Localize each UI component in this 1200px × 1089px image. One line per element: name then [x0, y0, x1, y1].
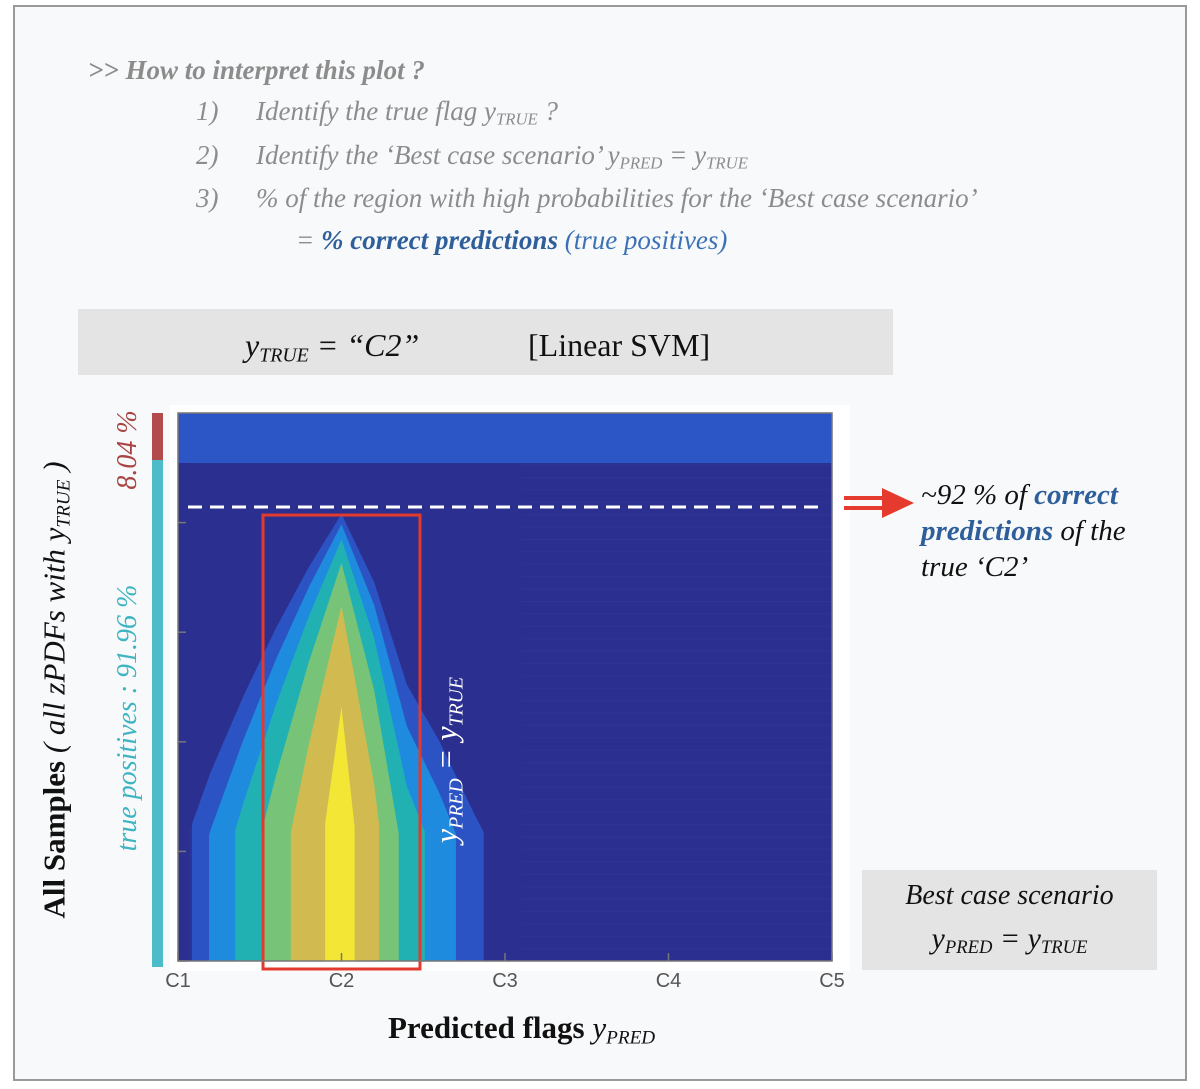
annotation-line1-b: correct	[1034, 479, 1118, 511]
y-axis-label-main: All Samples	[36, 760, 72, 919]
arrow-icon	[844, 488, 914, 518]
legend-var-b: y	[1027, 922, 1041, 955]
step-2-var-b: y	[694, 140, 707, 170]
x-tick-label-c4: C4	[655, 970, 682, 992]
chart-title-model: [Linear SVM]	[528, 327, 711, 363]
step-2: 2) Identify the ‘Best case scenario’ yPRE…	[196, 140, 748, 174]
step-1-text: Identify the true flag	[256, 96, 484, 126]
heatmap-c1-strip	[178, 463, 192, 961]
step-2-eq: =	[662, 140, 695, 170]
x-axis-label-var: y	[592, 1010, 607, 1045]
step-3-result: = % correct predictions (true positives)	[296, 225, 727, 256]
chart-title-box	[78, 309, 893, 375]
annotation-line2-a: predictions	[921, 515, 1054, 547]
heatmap-contour-level-6	[325, 706, 355, 961]
title-eq: = “C2”	[308, 327, 420, 363]
annotation: ~92 % of correct predictions of the true…	[921, 477, 1126, 585]
interpretation-heading: >> How to interpret this plot ?	[88, 55, 425, 85]
misclassified-percent: 8.04 %	[112, 410, 143, 490]
y-axis-label-var: y	[36, 527, 72, 542]
step-3: 3) % of the region with high probabilitie…	[196, 183, 978, 214]
chart-title-formula: yTRUE = “C2”	[245, 327, 419, 368]
legend-title: Best case scenario	[905, 880, 1114, 911]
legend-eq: =	[992, 922, 1028, 955]
annotation-line1-a: ~92 % of	[921, 479, 1035, 511]
x-tick-label-c2: C2	[328, 970, 355, 992]
heatmap-top-band	[178, 413, 832, 464]
diag-sub-b: TRUE	[445, 676, 468, 727]
x-tick-label-c3: C3	[492, 970, 518, 992]
y-axis-label-sub: TRUE	[53, 479, 75, 528]
annotation-line2-b: of the	[1053, 515, 1126, 547]
title-sub: TRUE	[259, 344, 309, 367]
step-2-sub-b: TRUE	[706, 153, 748, 173]
step-3-paren: (true positives)	[557, 225, 728, 255]
step-1-after: ?	[537, 96, 559, 126]
x-axis-label-main: Predicted flags	[388, 1010, 593, 1045]
step-2-text: Identify the ‘Best case scenario’	[256, 140, 608, 170]
x-tick-label-c1: C1	[165, 970, 191, 992]
legend-sub-b: TRUE	[1040, 937, 1088, 959]
misclassified-bar	[152, 413, 163, 460]
step-1-sub: TRUE	[495, 109, 538, 129]
diag-var-b: y	[427, 726, 464, 741]
step-3-eq: =	[296, 225, 321, 255]
true-positive-percent: true positives : 91.96 %	[112, 584, 143, 852]
step-1: 1) Identify the true flag yTRUE ?	[196, 96, 558, 130]
step-3-number: 3)	[196, 183, 219, 213]
x-tick-label-c5: C5	[819, 970, 845, 992]
y-axis-label-paren: ( all zPDFs with	[36, 541, 72, 761]
step-1-number: 1)	[196, 96, 219, 126]
step-1-var: y	[483, 96, 496, 126]
heatmap-plot	[170, 405, 850, 971]
y-axis-label-close: )	[36, 461, 72, 480]
diagonal-label: yPRED = yTRUE	[428, 677, 469, 843]
annotation-line3: true ‘C2’	[921, 551, 1029, 583]
step-3-emphasis: % correct predictions	[320, 225, 558, 255]
x-axis-label: Predicted flags yPRED	[388, 1010, 655, 1049]
diag-var-a: y	[427, 828, 464, 844]
diag-eq: =	[427, 740, 464, 779]
diag-sub-a: PRED	[445, 778, 468, 829]
legend-formula: yPRED = yTRUE	[862, 922, 1157, 959]
legend-sub-a: PRED	[944, 937, 993, 959]
step-3-text: % of the region with high probabilities …	[256, 183, 978, 213]
title-var: y	[245, 327, 260, 363]
true-positive-bar	[152, 460, 163, 967]
step-2-var-a: y	[607, 140, 620, 170]
y-axis-label: All Samples ( all zPDFs with yTRUE )	[36, 461, 75, 918]
step-2-number: 2)	[196, 140, 219, 170]
step-2-sub-a: PRED	[619, 153, 663, 173]
legend-var-a: y	[931, 922, 945, 955]
legend-box: Best case scenario yPRED = yTRUE	[862, 870, 1157, 970]
x-axis-label-sub: PRED	[606, 1027, 656, 1049]
best-case-highlight-rect	[261, 513, 422, 971]
